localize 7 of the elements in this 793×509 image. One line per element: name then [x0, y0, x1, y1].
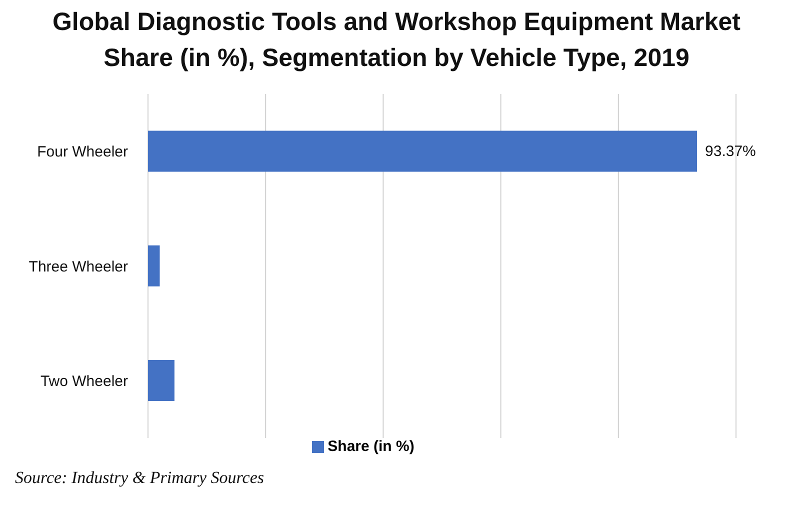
y-tick-label: Four Wheeler	[37, 144, 128, 161]
y-tick-label: Two Wheeler	[40, 372, 128, 390]
y-tick-label: Three Wheeler	[28, 258, 128, 276]
source-note: Source: Industry & Primary Sources	[15, 468, 264, 488]
legend-label: Share (in %)	[328, 438, 414, 455]
chart-title: Global Diagnostic Tools and Workshop Equipment Market Share (in %), Segmentation by Vehicle Type, 2019	[51, 7, 742, 74]
data-label: 93.37%	[705, 143, 756, 160]
